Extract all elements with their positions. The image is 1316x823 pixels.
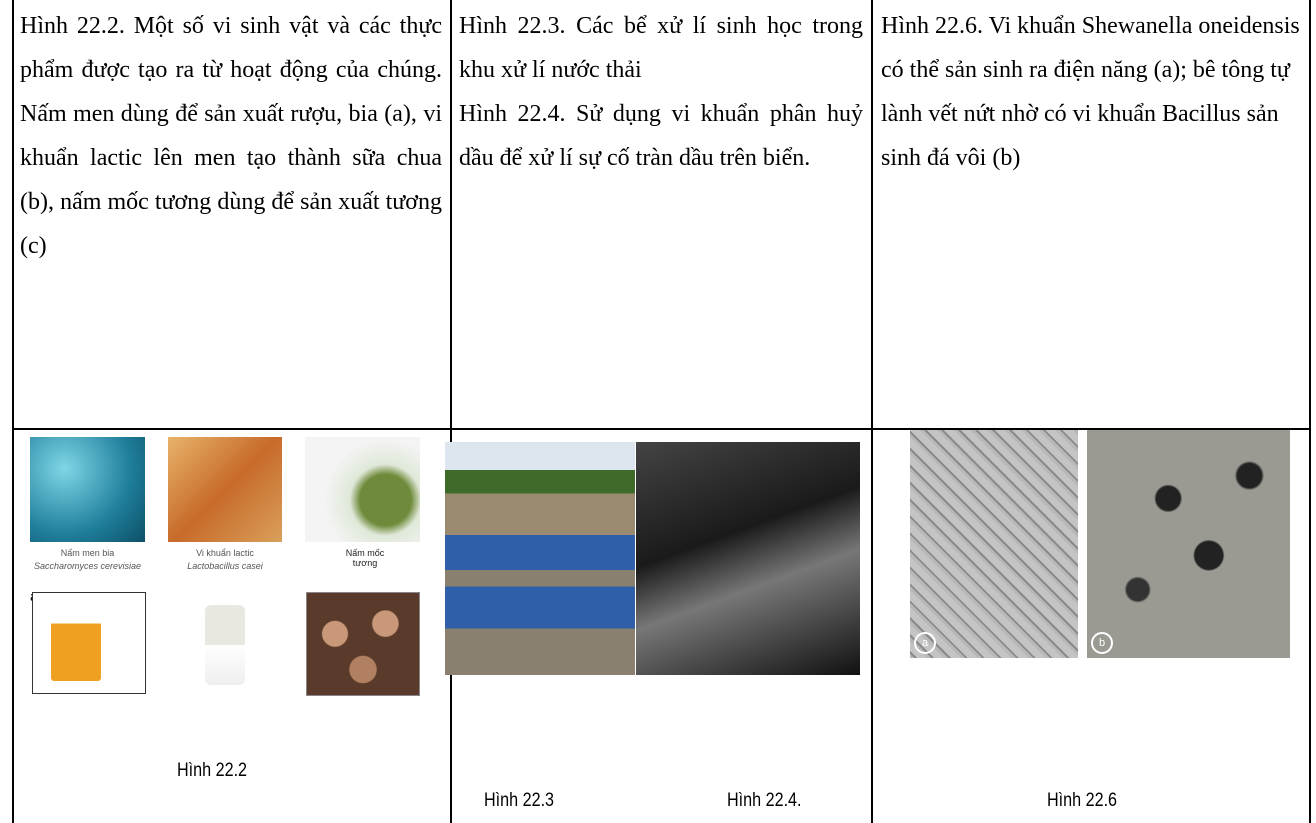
border	[450, 0, 452, 823]
caption: Hình 22.2	[177, 760, 248, 781]
caption: Hình 22.3	[484, 790, 555, 811]
panel-label: b	[1091, 632, 1113, 654]
description-cell: Hình 22.3. Các bể xử lí sinh học trong k…	[459, 4, 863, 180]
mold-image	[305, 437, 420, 542]
image-label: Nấm men bia	[60, 548, 115, 558]
border	[1309, 0, 1311, 823]
image-label: Nấm mốc tương	[345, 548, 385, 568]
image-label: Vi khuẩn lactic	[196, 548, 254, 558]
image-label: Lactobacillus casei	[187, 561, 263, 571]
paragraph: Hình 22.2. Một số vi sinh vật và các thự…	[20, 13, 442, 259]
image-label: Saccharomyces cerevisiae	[33, 561, 142, 571]
description-cell: Hình 22.6. Vi khuẩn Shewanella oneidensi…	[881, 4, 1301, 180]
paragraph: Hình 22.6. Vi khuẩn Shewanella oneidensi…	[881, 13, 1300, 171]
paragraph: Hình 22.4. Sử dụng vi khuẩn phân huỷ dầu…	[459, 101, 863, 171]
pots-image	[306, 592, 420, 696]
border	[12, 428, 1311, 430]
caption: Hình 22.4.	[727, 790, 802, 811]
border	[871, 0, 873, 823]
shewanella-image: a	[910, 430, 1078, 658]
beer-image	[32, 592, 146, 694]
description-cell: Hình 22.2. Một số vi sinh vật và các thự…	[20, 4, 442, 268]
lactic-image	[168, 437, 282, 542]
oil-spill-image	[636, 442, 860, 675]
wastewater-image	[445, 442, 635, 675]
panel-label: a	[914, 632, 936, 654]
concrete-image: b	[1087, 430, 1290, 658]
border	[12, 0, 14, 823]
paragraph: Hình 22.3. Các bể xử lí sinh học trong k…	[459, 13, 863, 83]
yeast-image	[30, 437, 145, 542]
caption: Hình 22.6	[1047, 790, 1118, 811]
yogurt-image	[205, 605, 245, 685]
